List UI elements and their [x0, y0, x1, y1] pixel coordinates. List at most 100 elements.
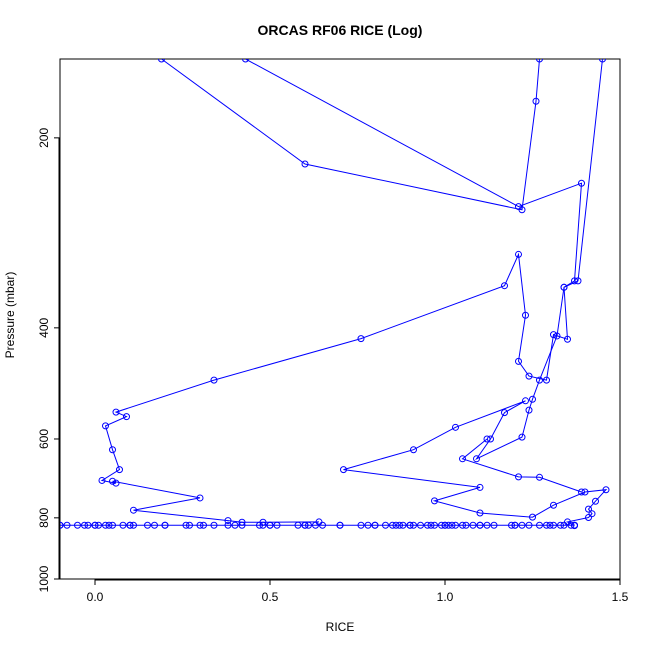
data-point [301, 521, 309, 529]
data-point [210, 521, 218, 529]
data-point [200, 521, 207, 529]
data-point [186, 521, 193, 529]
data-point [102, 422, 109, 430]
data-point [224, 517, 232, 525]
data-point [130, 521, 137, 529]
data-point [483, 521, 491, 529]
y-tick-label: 200 [37, 128, 51, 148]
data-point [196, 494, 204, 502]
x-tick-label: 1.5 [612, 590, 629, 604]
series-line [461, 438, 582, 493]
series-line [343, 59, 608, 527]
data-point [536, 59, 543, 63]
data-point [581, 488, 589, 496]
data-point [518, 433, 526, 441]
data-point [571, 521, 578, 529]
data-point [529, 395, 536, 403]
x-tick-label: 0.0 [87, 590, 104, 604]
y-tick-label: 800 [37, 508, 51, 528]
data-point [525, 372, 533, 380]
data-point [567, 521, 575, 529]
data-point [231, 521, 239, 529]
data-point [105, 521, 113, 529]
data-point [564, 335, 571, 343]
data-point [259, 521, 267, 529]
data-point [224, 521, 232, 529]
data-point [546, 521, 554, 529]
data-point [532, 97, 540, 105]
data-point [364, 521, 372, 529]
data-point [126, 521, 134, 529]
data-point [525, 406, 533, 414]
data-point [515, 357, 522, 365]
data-point [305, 521, 312, 529]
data-point [119, 521, 127, 529]
data-point [490, 521, 498, 529]
x-axis-label: RICE [326, 620, 355, 634]
data-point [469, 521, 477, 529]
data-point [473, 455, 480, 463]
data-point [592, 497, 599, 505]
data-point [301, 160, 309, 168]
data-point [550, 331, 557, 339]
plot-frame [59, 58, 621, 580]
y-axis: 200 400 600 800 1000 [37, 128, 60, 592]
data-point [441, 521, 449, 529]
data-point [515, 473, 522, 481]
data-point [158, 59, 165, 63]
data-point [294, 521, 302, 529]
data-point [382, 521, 389, 529]
data-point [109, 446, 116, 454]
data-point [410, 446, 417, 454]
data-point [84, 521, 92, 529]
data-point [95, 521, 102, 529]
data-point [431, 521, 438, 529]
data-point [501, 282, 508, 290]
series-line [100, 59, 583, 523]
x-tick-label: 0.5 [262, 590, 279, 604]
data-point [515, 250, 522, 258]
data-point [182, 521, 190, 529]
data-point [536, 473, 543, 481]
data-point [410, 521, 417, 529]
data-point [515, 203, 522, 211]
data-point [396, 521, 403, 529]
data-point [91, 521, 99, 529]
series-line [161, 59, 540, 211]
data-point [389, 521, 396, 529]
data-point [508, 521, 515, 529]
x-tick-label: 1.0 [437, 590, 454, 604]
data-point [585, 505, 592, 513]
data-point [476, 521, 484, 529]
data-point [602, 486, 610, 494]
chart-title: ORCAS RF06 RICE (Log) [258, 22, 423, 38]
data-point [60, 521, 64, 529]
data-point [431, 497, 438, 505]
data-point [459, 455, 466, 463]
data-point [476, 509, 484, 517]
data-point [417, 521, 424, 529]
data-point [501, 409, 508, 417]
data-point [560, 283, 568, 291]
y-tick-label: 1000 [37, 565, 51, 592]
data-point [238, 521, 246, 529]
data-point [574, 277, 582, 285]
data-point [511, 521, 519, 529]
data-point [483, 435, 491, 443]
data-point [518, 521, 526, 529]
data-point [81, 521, 88, 529]
data-point [319, 521, 326, 529]
data-point [487, 435, 494, 443]
data-point [406, 521, 414, 529]
data-point [459, 521, 466, 529]
data-point [123, 413, 130, 421]
data-point [161, 521, 169, 529]
data-point [427, 521, 435, 529]
data-point [392, 521, 400, 529]
data-point [144, 521, 151, 529]
data-point [340, 466, 347, 474]
data-point [312, 521, 319, 529]
data-point [529, 513, 536, 521]
data-point [445, 521, 452, 529]
